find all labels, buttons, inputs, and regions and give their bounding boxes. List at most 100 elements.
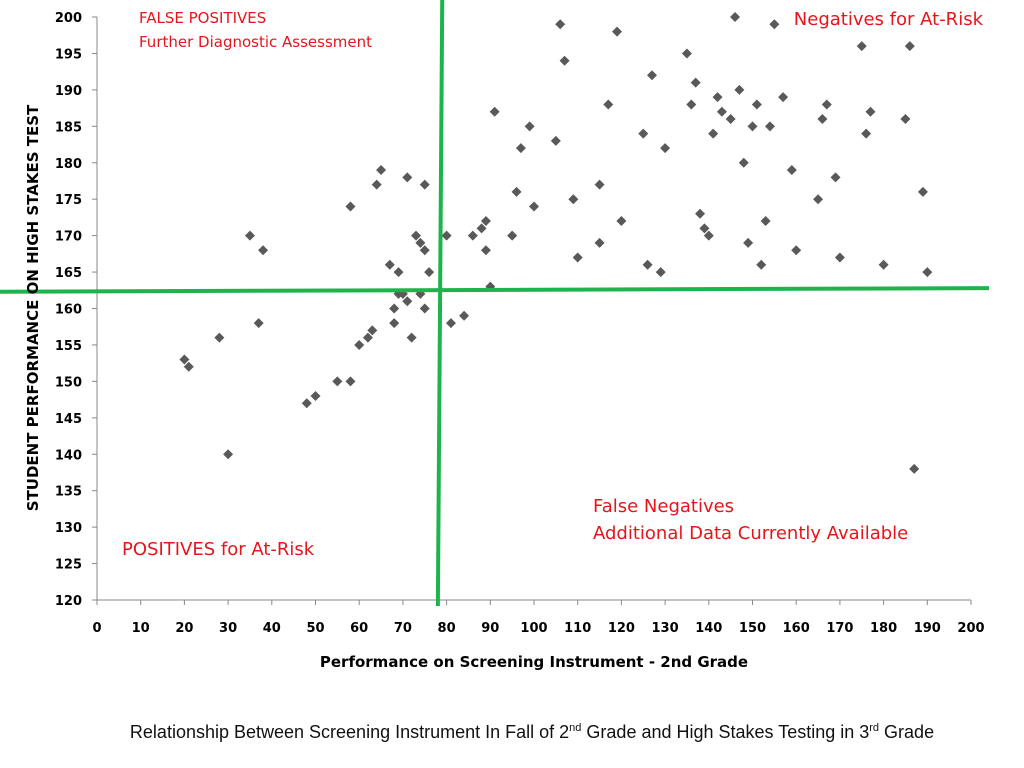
data-point — [725, 114, 736, 125]
y-tick-label: 155 — [55, 339, 82, 354]
y-tick-label: 135 — [55, 485, 82, 500]
annotation-false-positives: FALSE POSITIVES — [139, 9, 266, 27]
data-point — [813, 194, 824, 205]
data-point — [594, 179, 605, 190]
y-tick-label: 140 — [55, 448, 82, 463]
x-axis-title: Performance on Screening Instrument - 2n… — [320, 653, 748, 671]
horizontal-cutoff-line — [0, 286, 990, 294]
x-tick-label: 130 — [652, 621, 679, 636]
data-point — [747, 121, 758, 132]
data-point — [507, 230, 518, 241]
axes — [96, 17, 971, 601]
x-ticks: 0 10 20 30 40 50 60 70 80 90 100 110 120 130 140 150 160… — [92, 600, 985, 636]
data-point — [354, 339, 365, 350]
data-point — [734, 84, 745, 95]
data-point — [332, 376, 343, 387]
data-point — [345, 201, 356, 212]
data-point — [769, 19, 780, 30]
data-point — [384, 259, 395, 270]
data-point — [419, 245, 430, 256]
data-point — [603, 99, 614, 110]
x-tick-label: 180 — [870, 621, 897, 636]
data-point — [310, 390, 321, 401]
x-tick-label: 10 — [132, 621, 150, 636]
cutoff-lines — [0, 0, 990, 607]
data-point — [476, 223, 487, 234]
data-point — [616, 216, 627, 227]
data-point — [529, 201, 539, 212]
y-tick-label: 185 — [55, 120, 82, 135]
data-point — [406, 332, 417, 343]
caption-sup-2: rd — [869, 722, 880, 734]
data-point — [834, 252, 845, 263]
data-point — [878, 259, 889, 270]
y-tick-label: 175 — [55, 193, 82, 208]
data-point — [686, 99, 697, 110]
caption-sup-1: nd — [569, 722, 582, 734]
data-point — [856, 41, 867, 52]
y-tick-label: 160 — [55, 303, 82, 318]
annotation-positives: POSITIVES for At-Risk — [122, 539, 315, 560]
data-point — [367, 325, 378, 336]
data-point — [778, 92, 789, 103]
y-ticks: 120 125 130 135 140 145 150 155 160 165 170 175 180 1… — [55, 11, 97, 609]
y-tick-label: 190 — [55, 84, 82, 99]
data-point — [821, 99, 832, 110]
x-tick-label: 140 — [695, 621, 722, 636]
data-point — [179, 354, 190, 365]
data-point — [712, 92, 723, 103]
data-point — [909, 463, 920, 474]
x-tick-label: 170 — [826, 621, 853, 636]
data-point — [751, 99, 762, 110]
data-point — [555, 19, 566, 30]
data-point — [244, 230, 255, 241]
data-point — [393, 267, 404, 278]
data-point — [480, 245, 491, 256]
x-tick-label: 60 — [350, 621, 368, 636]
y-tick-label: 195 — [55, 47, 82, 62]
x-tick-label: 200 — [957, 621, 984, 636]
data-points — [179, 12, 933, 474]
x-tick-label: 120 — [608, 621, 635, 636]
data-point — [695, 208, 706, 219]
x-tick-label: 110 — [564, 621, 591, 636]
data-point — [223, 449, 234, 460]
x-tick-label: 80 — [438, 621, 456, 636]
data-point — [415, 237, 426, 248]
annotation-further-assessment: Further Diagnostic Assessment — [139, 33, 372, 51]
data-point — [660, 143, 671, 154]
annotation-negatives: Negatives for At-Risk — [794, 9, 984, 30]
data-point — [756, 259, 767, 270]
data-point — [764, 121, 775, 132]
data-point — [730, 12, 741, 22]
x-tick-label: 0 — [92, 621, 101, 636]
x-tick-label: 100 — [520, 621, 547, 636]
y-tick-label: 130 — [55, 521, 82, 536]
data-point — [830, 172, 841, 183]
y-tick-label: 180 — [55, 157, 82, 172]
y-tick-label: 200 — [55, 11, 82, 26]
data-point — [214, 332, 225, 343]
data-point — [389, 303, 400, 314]
data-point — [511, 186, 522, 197]
data-point — [389, 318, 400, 329]
data-point — [467, 230, 478, 241]
data-point — [568, 194, 579, 205]
data-point — [419, 303, 430, 314]
y-tick-label: 170 — [55, 230, 82, 245]
data-point — [345, 376, 356, 387]
x-tick-label: 160 — [783, 621, 810, 636]
y-axis-title: STUDENT PERFORMANCE ON HIGH STAKES TEST — [24, 104, 42, 511]
data-point — [402, 172, 413, 183]
data-point — [760, 216, 771, 227]
data-point — [445, 318, 456, 329]
x-tick-label: 190 — [914, 621, 941, 636]
data-point — [258, 245, 269, 256]
data-point — [402, 296, 413, 307]
caption-part-3: Grade — [879, 722, 935, 742]
data-point — [594, 237, 605, 248]
data-point — [642, 259, 653, 270]
data-point — [699, 223, 710, 234]
data-point — [480, 216, 491, 227]
